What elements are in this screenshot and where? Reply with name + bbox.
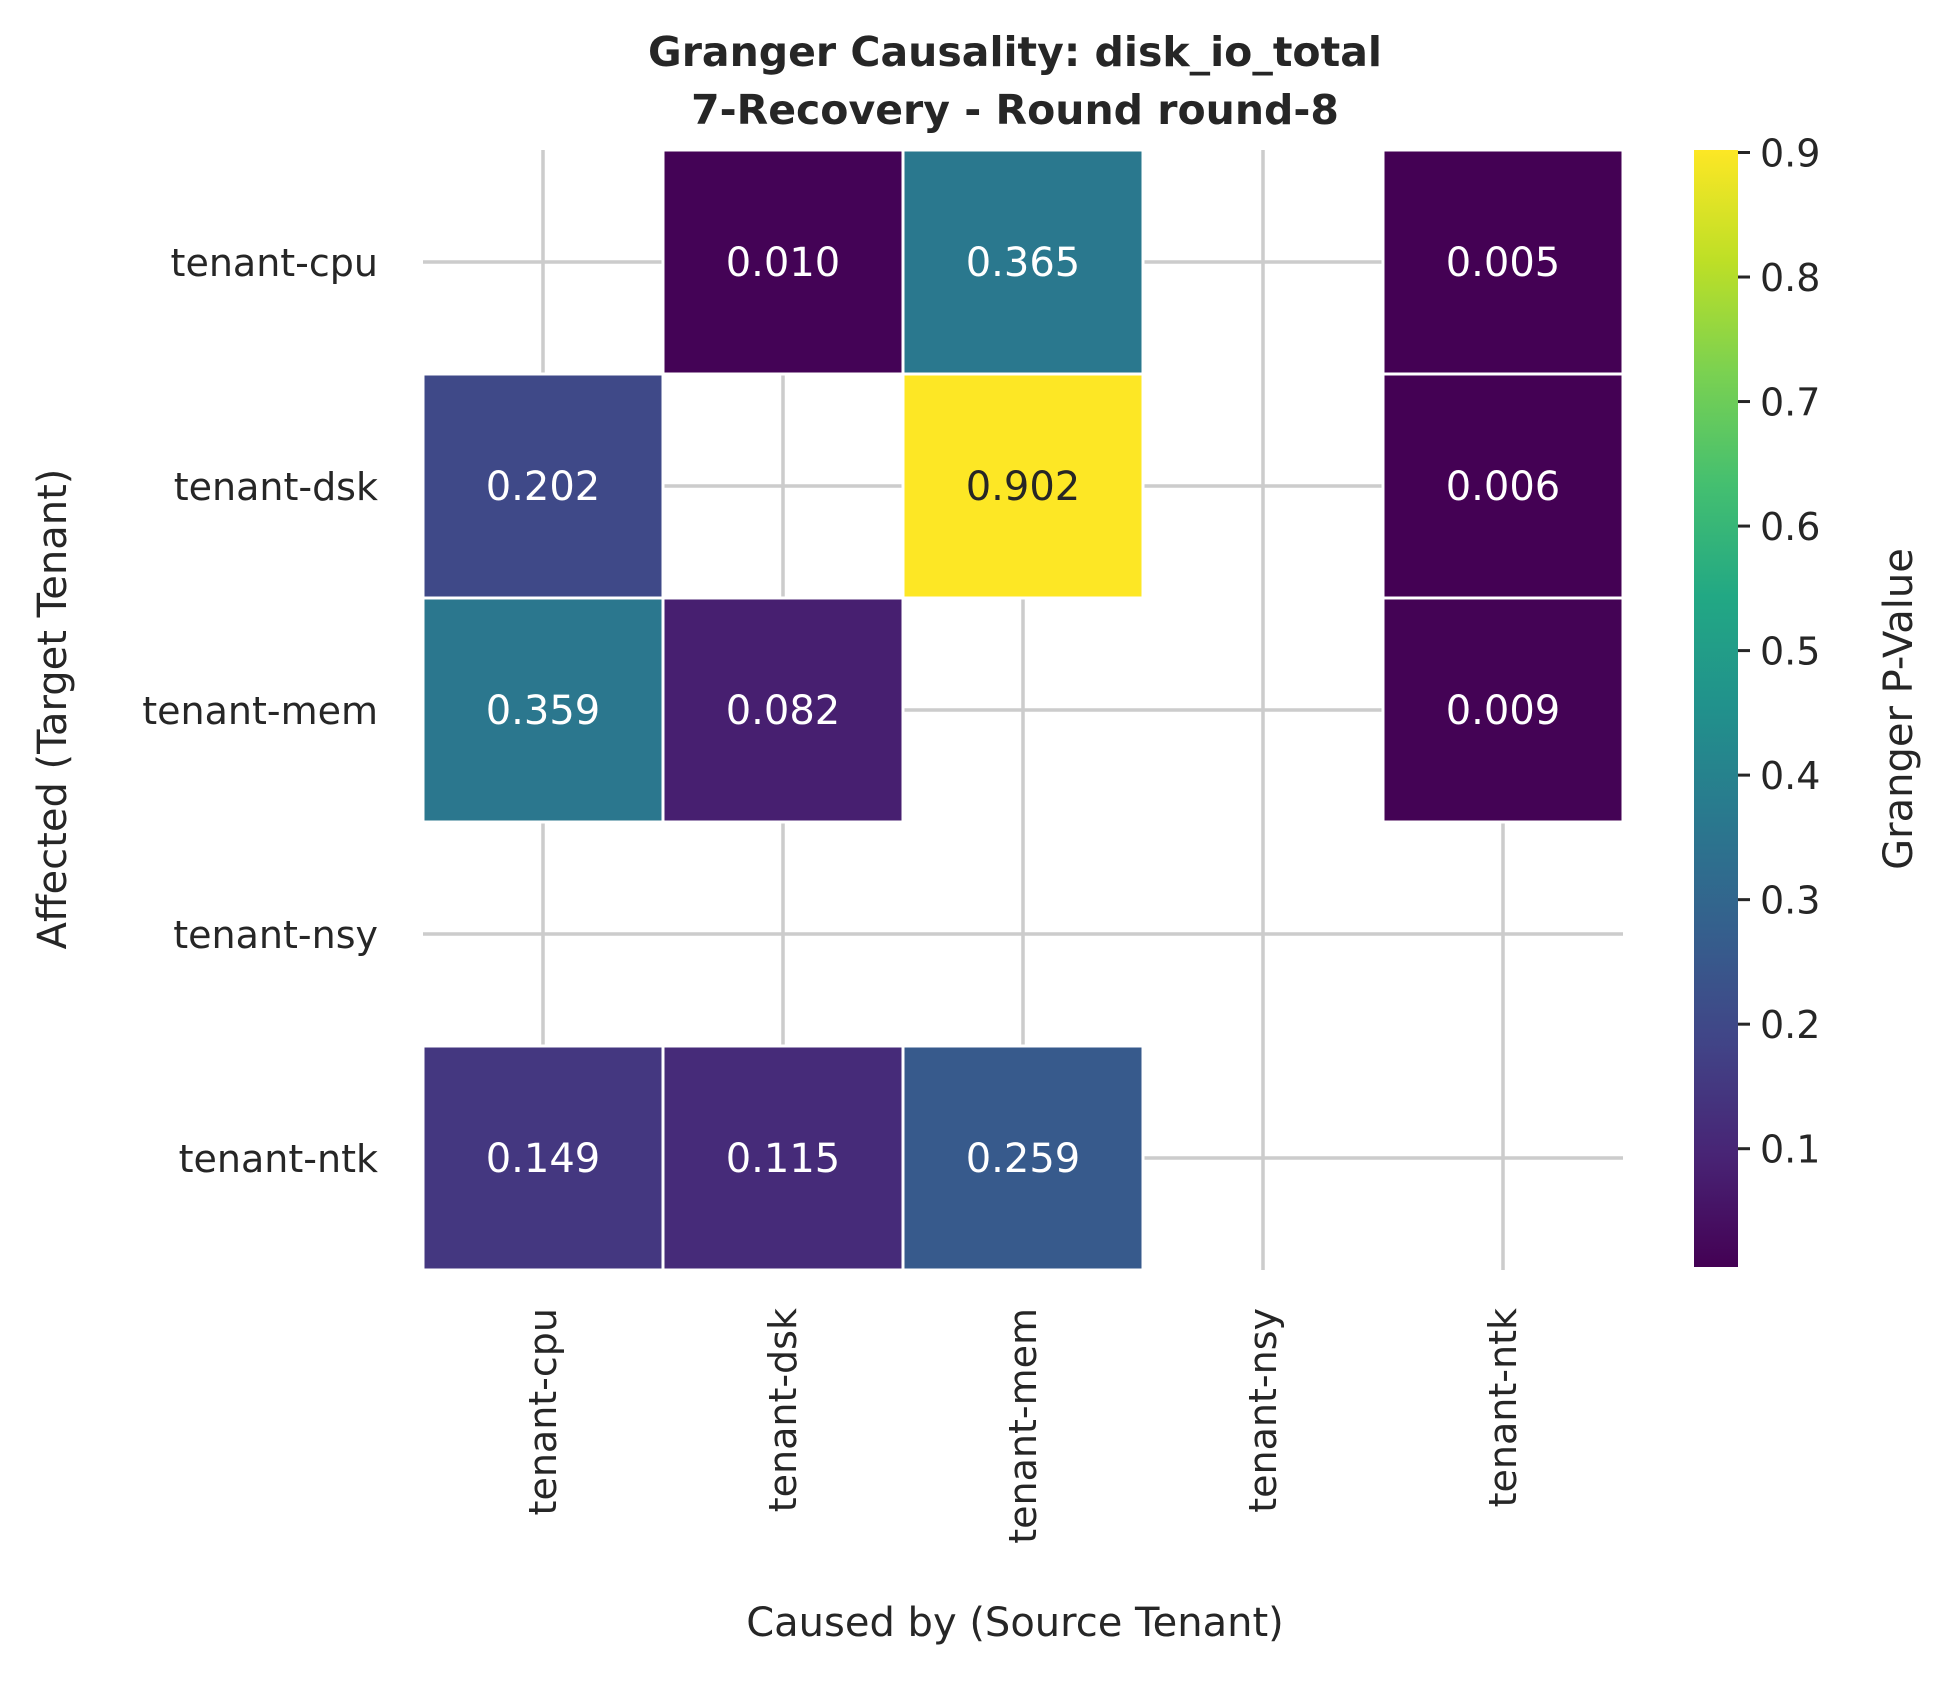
cell-value-label: 0.259	[966, 1136, 1081, 1182]
cell-value-label: 0.009	[1446, 688, 1561, 734]
y-tick-label: tenant-nsy	[173, 913, 378, 957]
heatmap-cell	[421, 596, 665, 824]
heatmap-cell	[421, 1044, 665, 1272]
y-tick-label: tenant-ntk	[179, 1137, 378, 1181]
cell-text-layer: 0.010 0.365 0.005 0.202 0.902 0.006 0.359 0.082…	[486, 240, 1561, 1182]
y-tick-label: tenant-dsk	[174, 465, 378, 509]
colorbar-gradient	[1694, 150, 1738, 1267]
heatmap-cell	[901, 1044, 1145, 1272]
heatmap-cell	[661, 1044, 905, 1272]
colorbar-tick-label: 0.8	[1760, 256, 1820, 300]
y-tick-label: tenant-mem	[142, 689, 378, 733]
x-tick-label: tenant-nsy	[1241, 1308, 1285, 1513]
colorbar-label: Granger P-Value	[1876, 548, 1922, 870]
colorbar: 0.1 0.2 0.3 0.4 0.5 0.6 0.7 0.8 0.9	[1694, 131, 1820, 1267]
x-axis-label: Caused by (Source Tenant)	[746, 1600, 1284, 1646]
y-tick-label: tenant-cpu	[171, 241, 378, 285]
colorbar-tick-label: 0.1	[1760, 1128, 1820, 1172]
cell-value-label: 0.359	[486, 688, 601, 734]
heatmap-cell	[901, 148, 1145, 376]
cell-value-label: 0.115	[726, 1136, 841, 1182]
colorbar-tick-label: 0.5	[1760, 630, 1820, 674]
x-tick-label: tenant-mem	[1001, 1308, 1045, 1544]
cell-value-label: 0.902	[966, 464, 1081, 510]
cell-value-label: 0.006	[1446, 464, 1561, 510]
x-tick-label: tenant-dsk	[761, 1308, 805, 1512]
y-axis-label: Affected (Target Tenant)	[30, 469, 76, 950]
cell-value-label: 0.005	[1446, 240, 1561, 286]
colorbar-tick-label: 0.2	[1760, 1003, 1820, 1047]
x-tick-label: tenant-ntk	[1481, 1308, 1525, 1507]
cell-value-label: 0.149	[486, 1136, 601, 1182]
heatmap-cell	[1381, 596, 1625, 824]
chart-title: Granger Causality: disk_io_total	[648, 28, 1382, 76]
heatmap-cell	[661, 596, 905, 824]
colorbar-tick-label: 0.6	[1760, 505, 1820, 549]
heatmap-cell	[421, 372, 665, 600]
colorbar-tick-label: 0.4	[1760, 754, 1820, 798]
x-tick-label: tenant-cpu	[521, 1308, 565, 1515]
chart-subtitle: 7-Recovery - Round round-8	[691, 86, 1339, 134]
colorbar-tick-label: 0.7	[1760, 381, 1820, 425]
heatmap-cell	[901, 372, 1145, 600]
colorbar-tick-label: 0.9	[1760, 131, 1820, 175]
cell-value-label: 0.202	[486, 464, 601, 510]
heatmap-cell	[1381, 372, 1625, 600]
cell-value-label: 0.082	[726, 688, 841, 734]
cell-layer	[421, 148, 1625, 1272]
cell-value-label: 0.010	[726, 240, 841, 286]
colorbar-tick-label: 0.3	[1760, 879, 1820, 923]
axis-layer: tenant-cpu tenant-dsk tenant-mem tenant-nsy…	[142, 241, 1525, 1544]
cell-value-label: 0.365	[966, 240, 1081, 286]
